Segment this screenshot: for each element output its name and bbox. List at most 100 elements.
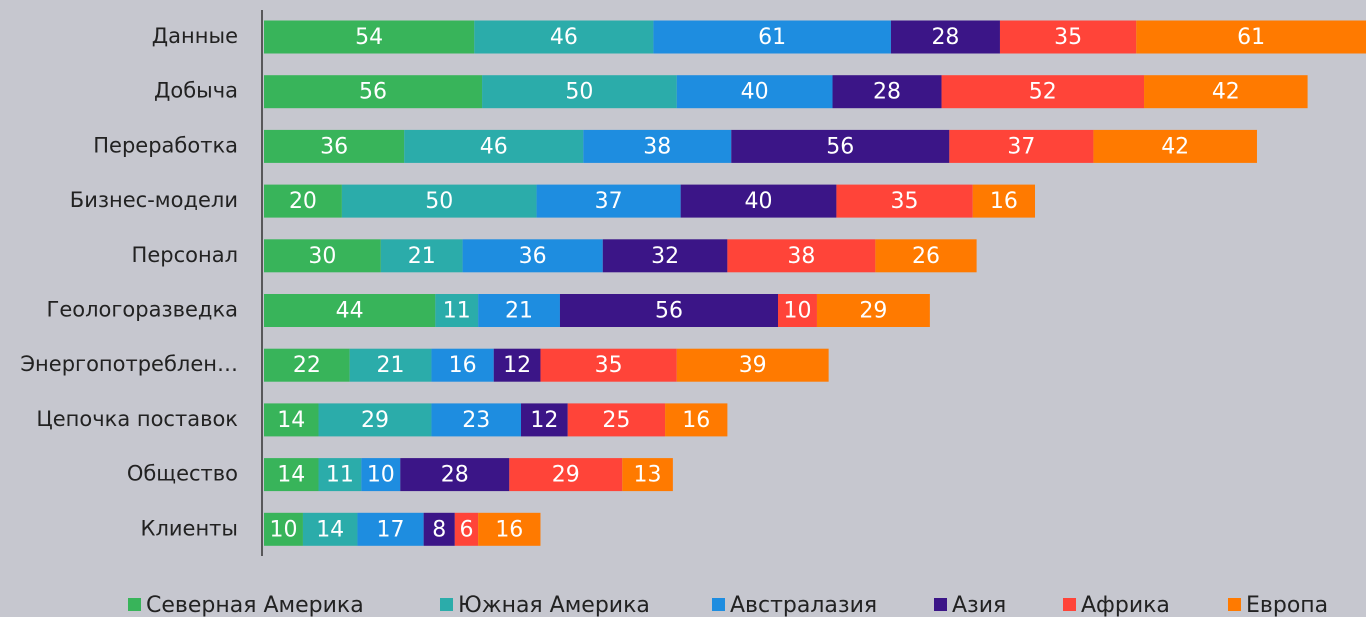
legend-label: Африка [1081,593,1170,617]
bar-segment [318,458,362,492]
value-label: 39 [739,353,767,378]
value-label: 36 [320,134,348,159]
bar-segment [264,348,350,382]
bar-segment [431,403,522,437]
bar-segment [816,294,930,327]
bar-segment [559,294,779,327]
value-label: 16 [449,353,477,378]
value-label: 52 [1029,80,1057,105]
bar-segment [302,512,358,546]
value-label: 12 [503,353,531,378]
bar-segment [493,348,541,382]
bar-segment [264,184,342,218]
bar-segment [676,348,829,382]
bar-segment [478,512,541,546]
value-label: 29 [552,463,580,488]
bar-segment [478,294,560,327]
value-label: 29 [859,299,887,324]
value-label: 16 [682,408,710,433]
value-label: 35 [1054,25,1082,50]
category-label: Геологоразведка [47,298,238,322]
bar-segment [727,239,876,273]
value-label: 56 [359,80,387,105]
category-label: Персонал [132,243,238,267]
value-label: 38 [787,244,815,269]
bar-segment [602,239,728,273]
value-label: 16 [990,189,1018,214]
value-label: 42 [1161,134,1189,159]
value-label: 61 [1237,25,1265,50]
category-label: Общество [127,462,238,486]
value-label: 28 [441,463,469,488]
bar-segment [474,20,654,54]
legend-label: Южная Америка [458,593,650,617]
value-label: 32 [651,244,679,269]
bar-segment [1093,129,1257,163]
value-label: 11 [326,463,354,488]
value-label: 37 [1007,134,1035,159]
bar-segment [318,403,432,437]
value-label: 56 [655,299,683,324]
category-label: Данные [152,24,238,48]
bar-segment [264,512,303,546]
value-label: 46 [550,25,578,50]
legend-swatch [712,598,725,611]
legend-label: Австралазия [730,593,877,617]
legend-swatch [128,598,141,611]
bar-segment [731,129,950,163]
legend-swatch [1228,598,1241,611]
bar-segment [583,129,732,163]
legend-swatch [934,598,947,611]
legend-swatch [440,598,453,611]
value-label: 13 [634,463,662,488]
value-label: 14 [316,517,344,542]
category-label: Цепочка поставок [36,407,238,431]
value-label: 50 [565,80,593,105]
value-label: 56 [826,134,854,159]
value-label: 44 [336,299,364,324]
bar-segment [832,75,942,109]
value-label: 28 [873,80,901,105]
value-label: 35 [891,189,919,214]
value-label: 16 [495,517,523,542]
bar-segment [540,348,677,382]
value-label: 50 [425,189,453,214]
bar-segment [890,20,1000,54]
value-label: 38 [643,134,671,159]
category-label: Бизнес-модели [70,188,238,212]
value-label: 40 [745,189,773,214]
bar-segment [972,184,1036,218]
value-label: 26 [912,244,940,269]
value-label: 25 [602,408,630,433]
bar-segment [778,294,817,327]
value-label: 37 [595,189,623,214]
value-label: 29 [361,408,389,433]
value-label: 21 [377,353,405,378]
value-label: 46 [480,134,508,159]
value-label: 36 [519,244,547,269]
bar-segment [680,184,837,218]
value-label: 12 [530,408,558,433]
bar-segment [941,75,1145,109]
value-label: 22 [293,353,321,378]
bar-segment [357,512,424,546]
bar-segment [423,512,455,546]
bar-segment [264,458,319,492]
value-label: 21 [408,244,436,269]
bar-segment [264,403,319,437]
bar-segment [622,458,673,492]
category-label: Добыча [154,79,238,103]
bar-segment [435,294,479,327]
legend-swatch [1063,598,1076,611]
bar-segment [264,294,436,327]
category-label: Клиенты [141,516,238,540]
bar-segment [454,512,479,546]
bar-segment [509,458,623,492]
value-label: 61 [758,25,786,50]
value-label: 10 [783,299,811,324]
bar-segment [536,184,681,218]
bar-segment [482,75,677,109]
value-label: 20 [289,189,317,214]
bar-segment [341,184,537,218]
